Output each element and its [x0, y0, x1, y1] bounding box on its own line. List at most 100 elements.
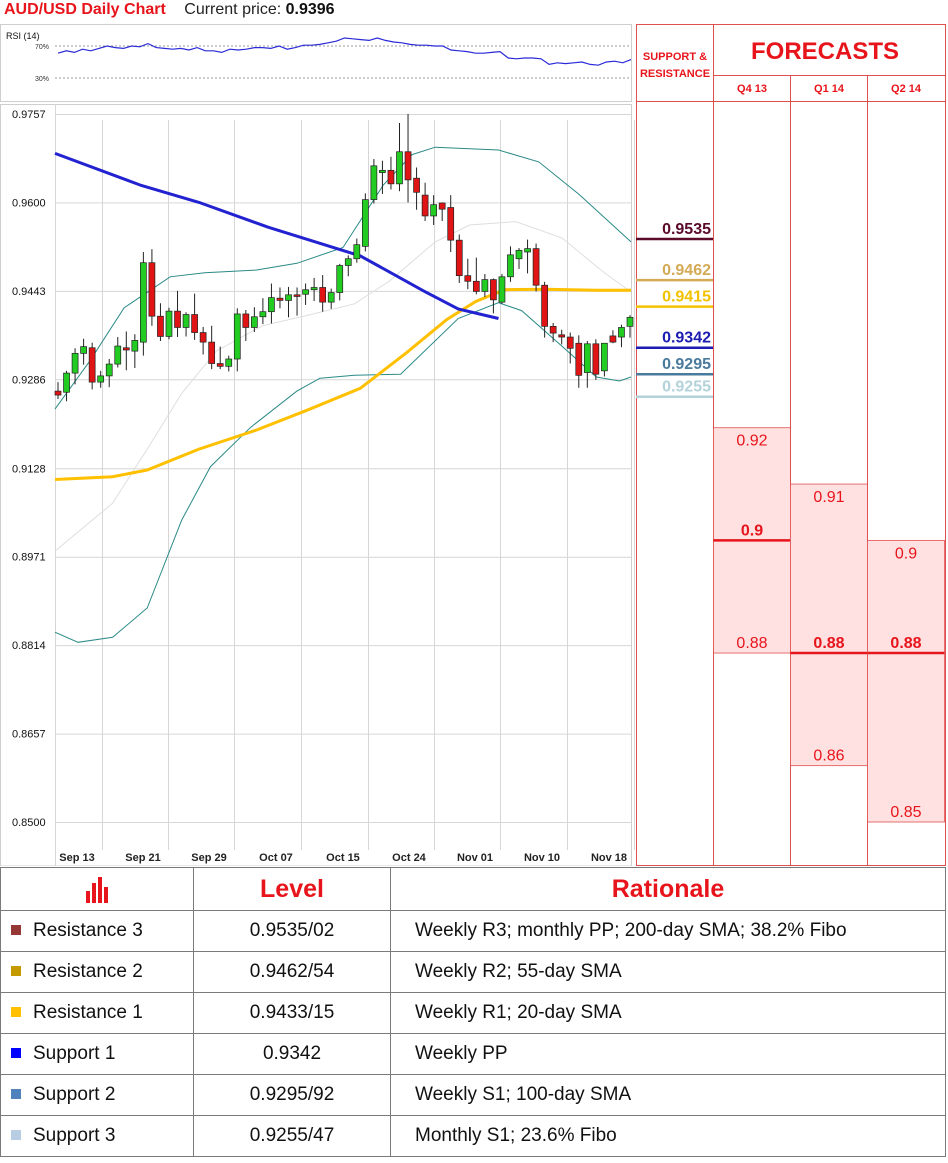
candle: [114, 337, 122, 368]
support-resistance-panel: [636, 24, 714, 866]
table-row: Support 2 0.9295/92 Weekly S1; 100-day SMA: [0, 1074, 946, 1116]
candle: [498, 273, 506, 304]
candle-body: [276, 297, 284, 301]
price-panel: [0, 104, 632, 866]
rationale-cell: Weekly R2; 55-day SMA: [390, 951, 946, 993]
candle: [472, 257, 480, 295]
candle-body: [148, 262, 156, 317]
sr-level-label: 0.9415: [662, 289, 711, 306]
forecast-period-label: Q4 13: [737, 83, 767, 95]
sr-level-label: 0.9462: [662, 262, 711, 279]
candle: [191, 293, 198, 340]
candle: [276, 287, 284, 309]
candle-body: [558, 334, 566, 338]
candle-body: [609, 335, 617, 343]
candle-body: [268, 297, 275, 313]
candle-body: [242, 313, 250, 328]
sr-level-label: 0.9295: [662, 356, 711, 373]
x-tick-label: Sep 21: [125, 852, 160, 864]
candle: [413, 167, 420, 210]
level-name: Resistance 2: [33, 961, 143, 982]
x-tick-label: Sep 29: [191, 852, 226, 864]
rsi-line: [57, 37, 632, 66]
y-tick-label: 0.9757: [12, 109, 46, 121]
current-price-label: Current price:: [184, 1, 282, 18]
x-tick-label: Oct 24: [392, 852, 427, 864]
candle-body: [524, 248, 531, 253]
sr-level-label: 0.9342: [662, 330, 711, 347]
level-color-swatch: [11, 924, 21, 935]
candle: [515, 248, 523, 269]
candle-body: [225, 358, 233, 367]
y-tick-label: 0.9600: [12, 197, 46, 209]
candle-body: [447, 207, 455, 241]
candle: [421, 182, 429, 222]
candle: [242, 310, 250, 341]
y-tick-label: 0.8971: [12, 552, 46, 564]
candle: [216, 346, 224, 370]
forecast-low-label: 0.85: [890, 804, 921, 821]
candle-body: [498, 276, 506, 303]
candle: [54, 382, 62, 400]
candle-body: [626, 316, 634, 327]
level-color-swatch: [11, 1047, 21, 1058]
levels-table: Level Rationale Resistance 3 0.9535/02 Wee…: [0, 867, 946, 1157]
x-tick-label: Nov 18: [591, 852, 627, 864]
forecast-high-label: 0.91: [813, 489, 844, 506]
candle: [268, 283, 275, 324]
level-name-cell: Resistance 3: [0, 910, 194, 952]
candle-body: [532, 248, 540, 286]
rationale-cell: Weekly PP: [390, 1033, 946, 1075]
candle: [524, 239, 531, 274]
candle-body: [251, 316, 258, 328]
candle-body: [285, 294, 292, 301]
rationale-cell: Weekly S1; 100-day SMA: [390, 1074, 946, 1116]
candle-body: [353, 244, 361, 260]
level-name: Support 1: [33, 1043, 116, 1064]
candle-body: [319, 287, 327, 303]
candle: [583, 340, 591, 388]
sma-blue-line: [54, 151, 499, 320]
candle: [447, 195, 455, 252]
candle: [609, 330, 617, 344]
forecast-low-label: 0.88: [736, 635, 767, 652]
candle: [455, 234, 463, 283]
candle: [131, 334, 139, 369]
candle: [148, 249, 156, 326]
candle-body: [122, 347, 130, 351]
candle-body: [131, 340, 139, 352]
current-price-value: 0.9396: [285, 1, 335, 18]
forecast-range-band: [867, 539, 945, 823]
candle: [285, 286, 292, 318]
table-row: Resistance 3 0.9535/02 Weekly R3; monthly …: [0, 910, 946, 952]
candle-body: [54, 390, 62, 396]
level-name: Support 2: [33, 1084, 116, 1105]
candle-body: [114, 345, 122, 365]
level-name-cell: Resistance 2: [0, 951, 194, 993]
candle-body: [80, 346, 87, 354]
x-tick-label: Nov 01: [457, 852, 493, 864]
candle-body: [404, 151, 412, 181]
bollinger-lower-line: [54, 302, 632, 643]
rsi-label: RSI (14): [6, 31, 40, 41]
candle: [387, 156, 395, 190]
rationale-cell: Weekly R3; monthly PP; 200-day SMA; 38.2…: [390, 910, 946, 952]
table-icon-cell: [0, 867, 194, 911]
candle-body: [97, 375, 105, 383]
rationale-cell: Weekly R1; 20-day SMA: [390, 992, 946, 1034]
candle: [182, 312, 190, 337]
candle-body: [208, 341, 216, 364]
candle: [259, 298, 267, 325]
candle-body: [421, 194, 429, 217]
candle-body: [541, 284, 548, 327]
forecast-low-label: 0.86: [813, 748, 844, 765]
candle: [336, 263, 344, 301]
candle-body: [157, 315, 164, 337]
forecast-period-label: Q2 14: [891, 83, 922, 95]
candle-body: [583, 343, 591, 373]
chart-header: AUD/USD Daily Chart Current price: 0.939…: [4, 0, 335, 22]
candle-body: [370, 165, 378, 200]
candle-body: [481, 279, 489, 292]
y-tick-label: 0.9286: [12, 374, 46, 386]
candle: [157, 303, 164, 341]
